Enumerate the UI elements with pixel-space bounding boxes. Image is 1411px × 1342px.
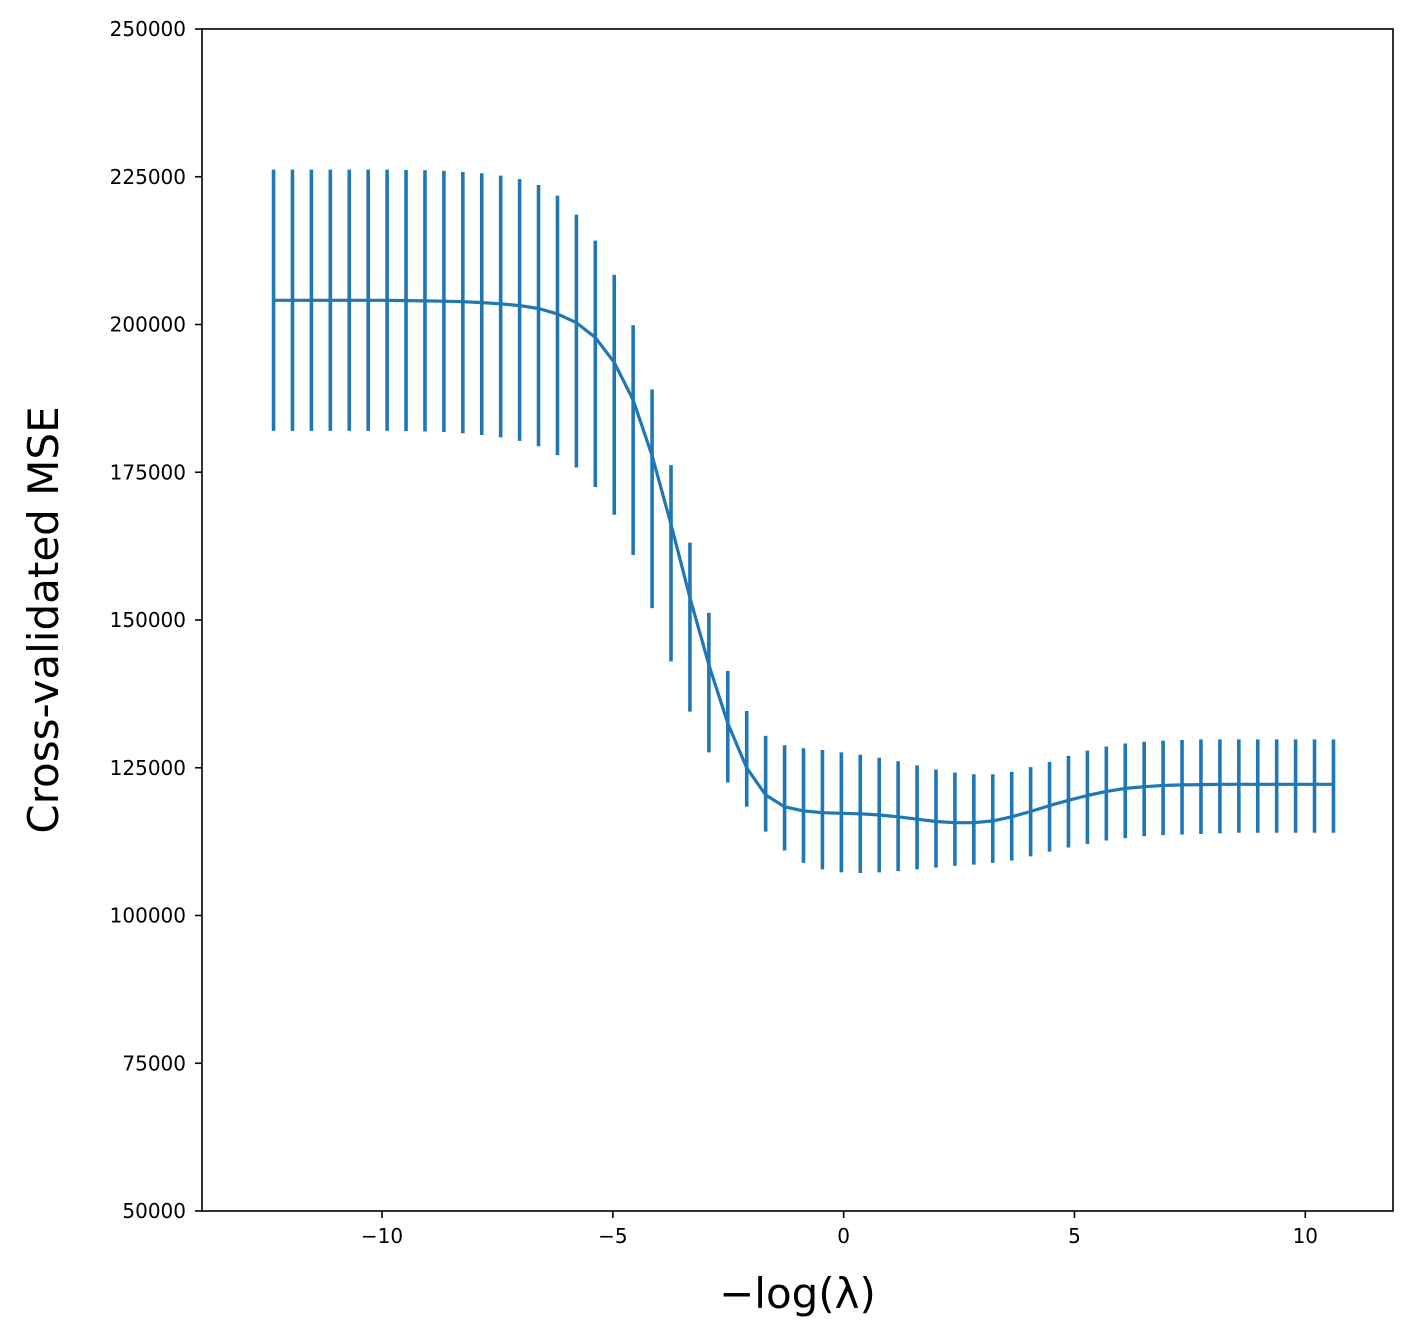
y-tick-label: 250000: [110, 17, 186, 41]
y-tick-label: 75000: [122, 1051, 186, 1075]
x-tick-label: −10: [361, 1224, 403, 1248]
y-tick-label: 175000: [110, 460, 186, 484]
x-tick-label: 10: [1293, 1224, 1318, 1248]
y-tick-label: 225000: [110, 165, 186, 189]
x-tick-label: 0: [837, 1224, 850, 1248]
y-axis-title: Cross-validated MSE: [19, 406, 68, 833]
y-tick-label: 150000: [110, 608, 186, 632]
tick-layer: −10 −5 0 5 10 50000 75000 100000 125000 150000 175…: [110, 17, 1318, 1248]
series-layer: [271, 169, 1336, 873]
x-tick-label: 5: [1068, 1224, 1081, 1248]
series-line: [272, 298, 1336, 825]
y-tick-label: 50000: [122, 1199, 186, 1223]
x-tick-label: −5: [598, 1224, 627, 1248]
y-tick-label: 125000: [110, 756, 186, 780]
y-tick-label: 100000: [110, 904, 186, 928]
x-axis-title: −log(λ): [719, 1269, 876, 1318]
plot-frame: [201, 28, 1394, 1212]
y-tick-label: 200000: [110, 313, 186, 337]
